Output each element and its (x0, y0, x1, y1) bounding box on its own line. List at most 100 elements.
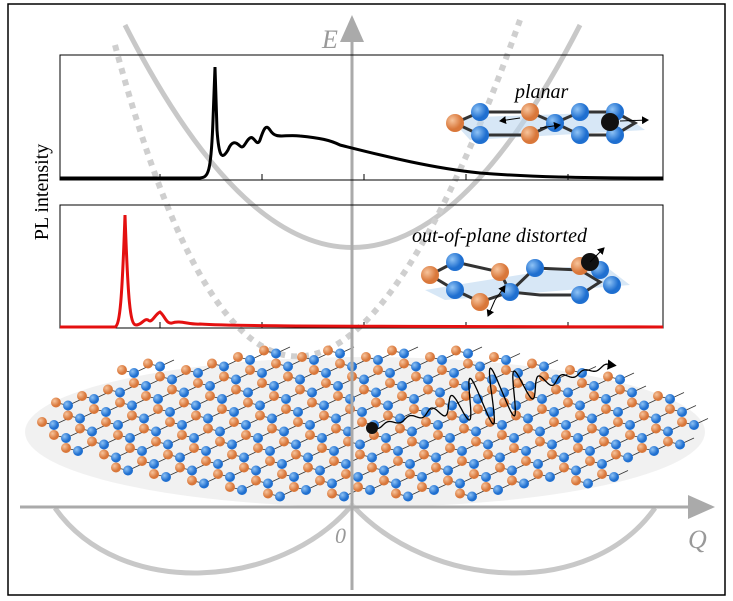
atom (333, 381, 343, 391)
atom (429, 485, 439, 495)
atom (49, 430, 59, 440)
atom (317, 443, 327, 453)
ticks (159, 174, 569, 328)
atom (267, 423, 277, 434)
atom (253, 443, 263, 453)
atom (331, 413, 341, 424)
atom (397, 391, 407, 401)
atom (457, 456, 467, 466)
atom (409, 404, 419, 414)
atom (255, 410, 265, 421)
atom (501, 355, 511, 365)
atom (141, 391, 151, 401)
atom (117, 365, 127, 375)
atom (501, 365, 511, 375)
atom (155, 361, 165, 372)
pl-spectrum-distorted (60, 214, 664, 329)
atom (663, 426, 673, 437)
atom (153, 404, 163, 414)
atom (289, 482, 299, 492)
atom (511, 410, 521, 421)
atom (405, 469, 415, 479)
atom (433, 430, 443, 440)
atom (399, 348, 409, 359)
atom (315, 465, 325, 476)
atom (115, 397, 125, 408)
energy-label: E (321, 25, 338, 54)
atom (127, 400, 137, 411)
atom (387, 345, 397, 356)
atom (365, 485, 375, 495)
atom (507, 475, 517, 486)
atom (227, 439, 237, 450)
atom (89, 394, 99, 404)
atom (469, 469, 479, 479)
atom (563, 387, 573, 398)
atom (625, 420, 635, 430)
atom (405, 459, 415, 469)
atom (467, 491, 477, 502)
atom (463, 358, 473, 369)
atom (459, 423, 469, 434)
atom (115, 387, 125, 398)
atom (229, 407, 239, 417)
frame (7, 3, 726, 596)
atom (149, 469, 159, 479)
atom (281, 394, 291, 404)
atom (589, 381, 599, 391)
atom (49, 420, 59, 430)
pl-spectrum-planar (60, 66, 664, 180)
atom (301, 485, 311, 495)
atom (511, 400, 521, 411)
atom (587, 423, 597, 434)
atom (445, 433, 455, 443)
atom (455, 478, 465, 489)
atom (475, 371, 485, 382)
atom (319, 410, 329, 421)
atom (279, 436, 289, 447)
atom (585, 456, 595, 466)
atom (187, 465, 197, 476)
atom (587, 413, 597, 424)
atom (385, 368, 395, 378)
atom (253, 433, 263, 443)
atom (399, 358, 409, 369)
atom (419, 449, 429, 460)
atom (513, 368, 523, 378)
atom (315, 475, 325, 486)
atom (205, 381, 215, 391)
atom (317, 433, 327, 443)
atom (357, 407, 367, 417)
atom (139, 413, 149, 424)
atom (539, 361, 549, 372)
atom (61, 443, 71, 453)
atom (425, 352, 435, 362)
atom (473, 404, 483, 414)
momentum-label: Q (688, 525, 707, 554)
potential-curve (52, 501, 658, 576)
atom (523, 413, 533, 424)
atom (89, 404, 99, 414)
atom (259, 345, 269, 356)
atom (165, 407, 175, 417)
atom (601, 404, 611, 414)
distorted-molecule (421, 247, 630, 317)
atom (379, 465, 389, 476)
atom (371, 387, 381, 398)
atom (519, 478, 529, 489)
atom (359, 374, 369, 385)
atom (295, 384, 305, 395)
atom (143, 358, 153, 369)
atom (611, 439, 621, 450)
atom (443, 465, 453, 476)
atom (547, 449, 557, 460)
atom (373, 365, 383, 375)
panel-frame (59, 54, 664, 181)
atom (267, 413, 277, 424)
atom (521, 446, 531, 456)
atom (73, 446, 83, 456)
atom (307, 397, 317, 408)
atom (665, 404, 675, 414)
atom (457, 446, 467, 456)
atom (99, 449, 109, 460)
